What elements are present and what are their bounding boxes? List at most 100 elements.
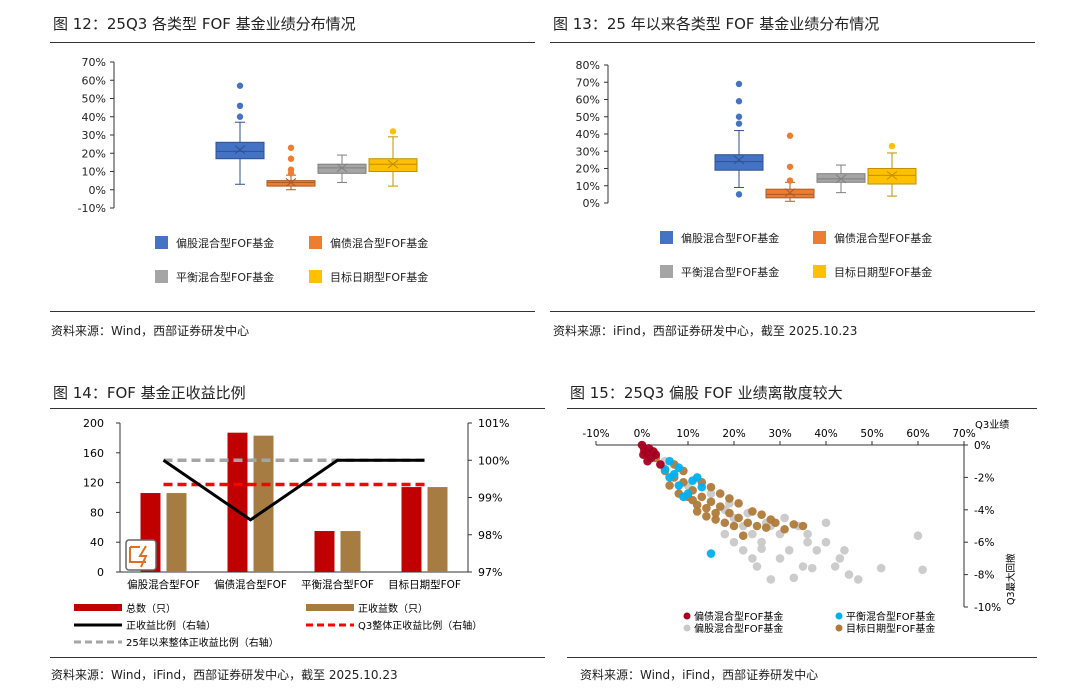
fig12-source-rule xyxy=(50,311,535,312)
fig15-point xyxy=(743,518,753,528)
fig15-x-tick-label: 70% xyxy=(952,428,975,440)
fig14-bar-positive xyxy=(253,435,274,572)
fig15-point xyxy=(674,463,684,472)
fig15-point xyxy=(830,562,840,571)
fig13-y-tick-label: 40% xyxy=(576,128,600,141)
fig13-outlier xyxy=(786,163,794,170)
fig13-legend-swatch xyxy=(660,265,673,278)
fig13-source-rule xyxy=(550,311,1035,312)
fig15-point xyxy=(706,549,716,558)
fig12-mean-marker xyxy=(285,178,297,187)
fig15-legend-label: 偏股混合型FOF基金 xyxy=(694,622,783,635)
fig15-title: 图 15：25Q3 偏股 FOF 业绩离散度较大 xyxy=(570,384,843,402)
fig15-point xyxy=(669,469,679,479)
fig13-outlier xyxy=(735,191,743,198)
fig15-legend-label: 偏债混合型FOF基金 xyxy=(694,610,783,623)
fig15-point xyxy=(720,518,730,528)
fig15-point xyxy=(734,499,743,508)
fig13-y-tick-label: 50% xyxy=(576,111,600,124)
fig15-point xyxy=(789,520,799,529)
fig15-point xyxy=(715,489,725,498)
fig15-point xyxy=(711,515,720,524)
fig12-source: 资料来源：Wind，西部证券研发中心 xyxy=(51,324,250,338)
fig14-y-tick-label: 160 xyxy=(83,447,104,460)
fig13-outlier xyxy=(735,80,743,88)
fig15-x-tick-label: 20% xyxy=(722,428,745,440)
fig15-point xyxy=(766,515,776,524)
fig13-legend-swatch xyxy=(660,231,673,244)
fig14-legend-label: 正收益比例（右轴） xyxy=(126,619,216,632)
fig15-y-tick-label: -2% xyxy=(974,472,994,484)
fig14-bar-total xyxy=(314,531,335,572)
fig15-legend-label: 目标日期型FOF基金 xyxy=(846,622,935,635)
fig13-outlier xyxy=(735,98,743,105)
fig13-y-tick-label: 80% xyxy=(576,59,600,72)
fig13-source: 资料来源：iFind，西部证券研发中心，截至 2025.10.23 xyxy=(553,324,858,338)
fig14-y2-tick-label: 98% xyxy=(478,529,502,542)
fig13-y-tick-label: 60% xyxy=(576,94,600,107)
fig12-box xyxy=(266,180,316,187)
fig15-point xyxy=(803,529,812,539)
fig14-x-label: 偏债混合型FOF xyxy=(214,578,287,591)
fig15-point xyxy=(757,537,766,547)
fig15-point xyxy=(729,521,739,531)
fig14-line-positive-ratio xyxy=(162,458,425,522)
fig12-chart: 70% 60% 50% 40% 30% 20% 10% 0% -10% 偏股混合型FOF基金 偏债混… xyxy=(78,56,429,284)
fig15-y-tick-label: -4% xyxy=(974,505,994,517)
fig15-y-tick-label: -6% xyxy=(974,537,994,549)
fig14-legend-label: 正收益数（只） xyxy=(358,602,428,615)
fig13-outlier xyxy=(888,142,896,150)
fig15-point xyxy=(757,544,766,553)
fig12-mean-marker xyxy=(336,163,348,173)
fig12-legend-label: 偏股混合型FOF基金 xyxy=(176,236,274,250)
fig15-point xyxy=(876,563,886,573)
fig13-outlier xyxy=(786,132,794,139)
fig14-y-tick-label: 120 xyxy=(83,477,104,490)
fig12-legend-swatch xyxy=(309,270,322,283)
fig13-mean-marker xyxy=(886,171,898,180)
fig14-legend-swatch xyxy=(74,604,122,611)
fig12-box xyxy=(317,163,367,174)
fig13-legend-label: 偏股混合型FOF基金 xyxy=(681,231,779,245)
fig13-legend-label: 平衡混合型FOF基金 xyxy=(681,265,779,279)
fig12-outlier xyxy=(287,155,295,162)
fig15-legend-marker xyxy=(683,624,691,632)
fig15-point xyxy=(706,489,716,498)
fig15-point xyxy=(715,502,725,511)
fig13-y-tick-label: 0% xyxy=(583,197,600,210)
fig15-point xyxy=(656,460,665,469)
fig15-point xyxy=(844,570,854,579)
fig15-point xyxy=(738,546,748,555)
fig15-point xyxy=(748,554,757,563)
fig12-y-tick-label: 50% xyxy=(82,93,106,106)
fig14-title: 图 14：FOF 基金正收益比例 xyxy=(53,384,246,402)
fig15-point xyxy=(748,507,757,516)
fig15-legend-marker xyxy=(835,624,843,632)
fig13-mean-marker xyxy=(733,155,745,165)
fig14-legend-label: 总数（只） xyxy=(126,602,176,615)
fig13-y-tick-label: 10% xyxy=(576,180,600,193)
fig13-box xyxy=(714,154,764,171)
fig14-legend-label: 25年以来整体正收益比例（右轴） xyxy=(126,636,279,649)
fig15-point xyxy=(729,537,739,547)
fig15-point xyxy=(665,481,674,490)
fig15-legend-marker xyxy=(835,612,843,620)
fig15-y-tick-label: -8% xyxy=(974,570,994,582)
fig15-y-tick-label: 0% xyxy=(974,440,991,452)
fig15-point xyxy=(780,513,789,523)
fig15-point xyxy=(725,494,734,503)
fig12-legend-swatch xyxy=(155,236,168,249)
fig15-point xyxy=(840,546,849,555)
fig15-x-tick-label: 40% xyxy=(814,428,837,440)
fig15-point xyxy=(853,575,863,584)
fig15-legend-label: 平衡混合型FOF基金 xyxy=(846,610,935,623)
fig15-point xyxy=(702,511,711,521)
fig14-y2-tick-label: 99% xyxy=(478,492,502,505)
fig15-point xyxy=(757,510,766,519)
fig15-point xyxy=(918,565,927,575)
fig15-point xyxy=(761,523,771,532)
fig12-legend-label: 平衡混合型FOF基金 xyxy=(176,270,274,284)
fig12-outlier xyxy=(389,128,397,135)
fig13-y-tick-label: 20% xyxy=(576,163,600,176)
fig14-bar-positive xyxy=(427,487,448,572)
